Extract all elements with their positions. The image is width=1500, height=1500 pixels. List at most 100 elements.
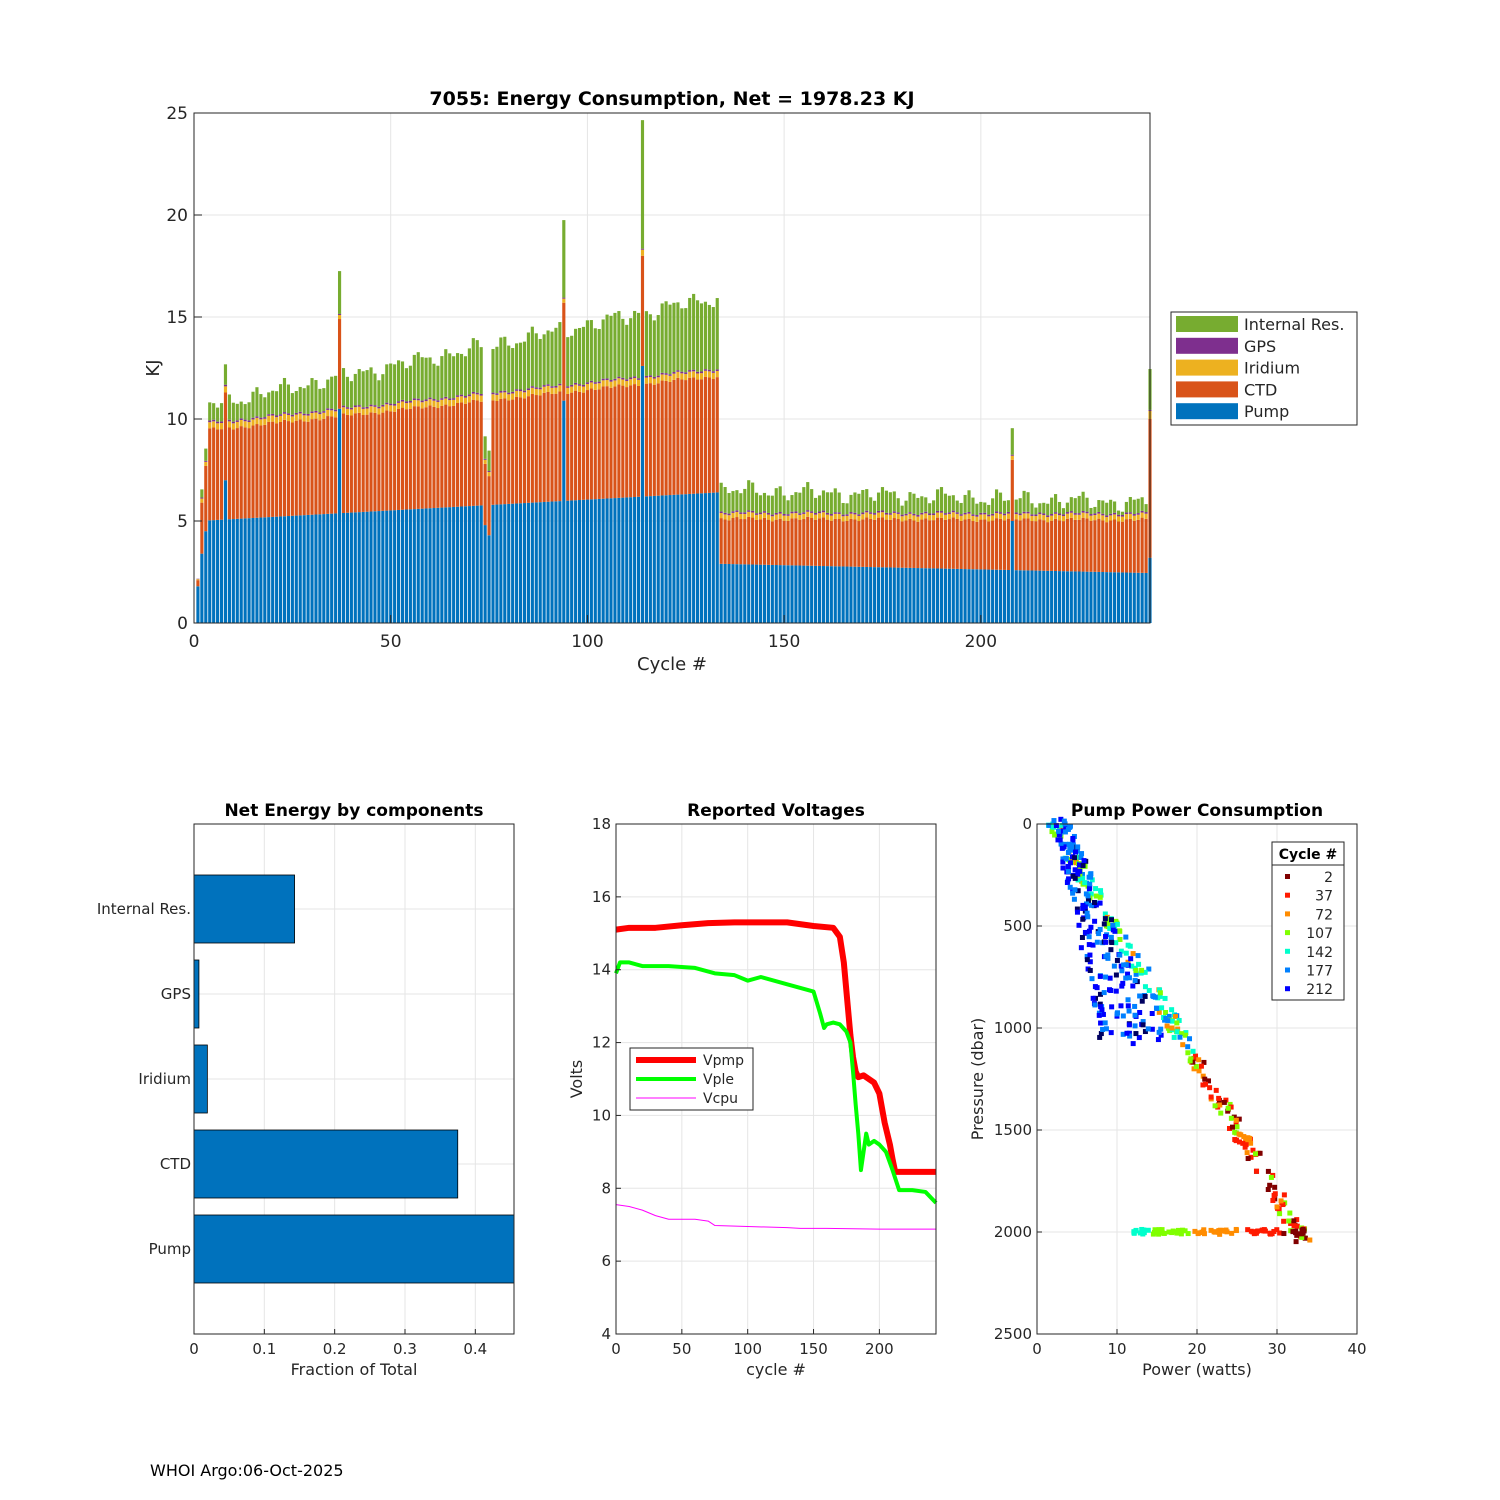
pump-ytick-label: 500: [1003, 917, 1032, 935]
energy-bar-internal: [1093, 506, 1097, 514]
energy-bar-pump: [912, 567, 916, 623]
energy-bar-gps: [483, 458, 487, 460]
energy-bar-iridium: [810, 512, 814, 518]
energy-bar-pump: [810, 565, 814, 623]
pump-point: [1265, 1168, 1271, 1174]
energy-bar-ctd: [998, 518, 1003, 570]
pump-point: [1102, 911, 1108, 917]
energy-bar-internal: [546, 330, 550, 385]
energy-bar-iridium: [1006, 513, 1010, 519]
energy-bar-gps: [1085, 511, 1089, 514]
energy-bar-pump: [652, 495, 656, 623]
energy-bar-ctd: [625, 387, 629, 498]
energy-bar-ctd: [416, 406, 420, 509]
energy-bar-pump: [503, 504, 507, 623]
pump-point: [1139, 998, 1145, 1004]
energy-bar-ctd: [711, 378, 715, 493]
pump-point: [1281, 1231, 1287, 1237]
energy-bar-ctd: [983, 519, 987, 570]
energy-bar-iridium: [1034, 516, 1038, 522]
pump-point: [1112, 928, 1118, 934]
energy-bar-gps: [239, 418, 243, 421]
pump-point: [1175, 1227, 1181, 1233]
pump-point: [1102, 916, 1108, 922]
energy-bar-pump: [365, 511, 369, 623]
voltage-ytick-label: 18: [592, 815, 611, 833]
energy-bar-internal: [479, 347, 483, 394]
energy-bar-iridium: [829, 515, 833, 521]
energy-bar-gps: [668, 374, 672, 376]
energy-bar-iridium: [1073, 514, 1077, 520]
energy-bar-iridium: [436, 401, 440, 409]
components-bars: [193, 874, 515, 1284]
energy-bar-iridium: [330, 410, 334, 417]
pump-point: [1202, 1076, 1208, 1082]
energy-bar-ctd: [1140, 517, 1144, 573]
energy-bar-gps: [585, 382, 589, 384]
energy-bar-pump: [349, 512, 353, 623]
pump-point: [1117, 928, 1123, 934]
energy-bar-iridium: [845, 515, 849, 521]
pump-point: [1294, 1223, 1300, 1229]
voltage-ytick-label: 6: [601, 1252, 611, 1270]
energy-bar-pump: [979, 569, 983, 623]
energy-bar-internal: [1042, 502, 1046, 514]
energy-bar-pump: [310, 514, 314, 623]
energy-bar-ctd: [452, 405, 456, 507]
energy-bar-iridium: [459, 396, 464, 403]
energy-bar-internal: [558, 322, 562, 384]
pump-point: [1234, 1124, 1240, 1130]
energy-bar-gps: [786, 514, 790, 516]
energy-bar-internal: [515, 343, 519, 390]
energy-bar-internal: [774, 488, 778, 513]
energy-bar-ctd: [861, 519, 865, 567]
pump-point: [1145, 1026, 1151, 1032]
energy-bar-gps: [263, 417, 267, 419]
energy-bar-iridium: [794, 513, 798, 519]
energy-bar-iridium: [991, 515, 995, 521]
pump-point: [1257, 1150, 1263, 1156]
energy-bar-ctd: [286, 421, 290, 517]
energy-bar-pump: [719, 563, 723, 623]
energy-bar-internal: [810, 489, 814, 512]
energy-bar-gps: [849, 512, 853, 514]
energy-bar-internal: [880, 487, 885, 511]
pump-point: [1221, 1099, 1227, 1105]
energy-bar-internal: [711, 307, 715, 372]
pump-point: [1070, 842, 1076, 848]
energy-bar-pump: [794, 565, 798, 623]
pump-point: [1060, 859, 1066, 865]
pump-point: [1083, 901, 1089, 907]
components-xtick-label: 0.4: [463, 1340, 487, 1358]
energy-bar-internal: [613, 312, 617, 379]
energy-bar-iridium: [998, 513, 1003, 519]
energy-ylabel: KJ: [143, 359, 164, 376]
energy-bar-iridium: [231, 423, 235, 430]
energy-bar-gps: [814, 512, 818, 515]
energy-bar-ctd: [935, 517, 940, 569]
energy-bar-gps: [467, 394, 471, 397]
energy-bar-iridium: [1101, 515, 1105, 521]
energy-bar-gps: [212, 419, 216, 422]
energy-bar-pump: [526, 502, 530, 623]
energy-bar-iridium: [896, 513, 900, 520]
energy-bar-iridium: [802, 513, 806, 520]
energy-bar-ctd: [829, 520, 833, 567]
pump-point: [1280, 1202, 1286, 1208]
pump-point: [1183, 1030, 1189, 1036]
energy-bar-ctd: [900, 521, 904, 568]
pump-point: [1078, 945, 1084, 951]
energy-bar-ctd: [420, 408, 424, 509]
energy-bar-iridium: [865, 512, 869, 518]
energy-bar-iridium: [648, 377, 652, 384]
pump-point: [1236, 1139, 1242, 1145]
energy-bar-ctd: [601, 386, 605, 499]
energy-bar-internal: [499, 337, 503, 392]
energy-bar-gps: [255, 416, 259, 418]
energy-bar-pump: [255, 517, 259, 623]
energy-bar-gps: [845, 514, 849, 516]
energy-bar-internal: [873, 500, 877, 514]
energy-bar-iridium: [416, 400, 420, 407]
energy-bar-ctd: [243, 427, 247, 519]
energy-bar-gps: [522, 390, 527, 393]
